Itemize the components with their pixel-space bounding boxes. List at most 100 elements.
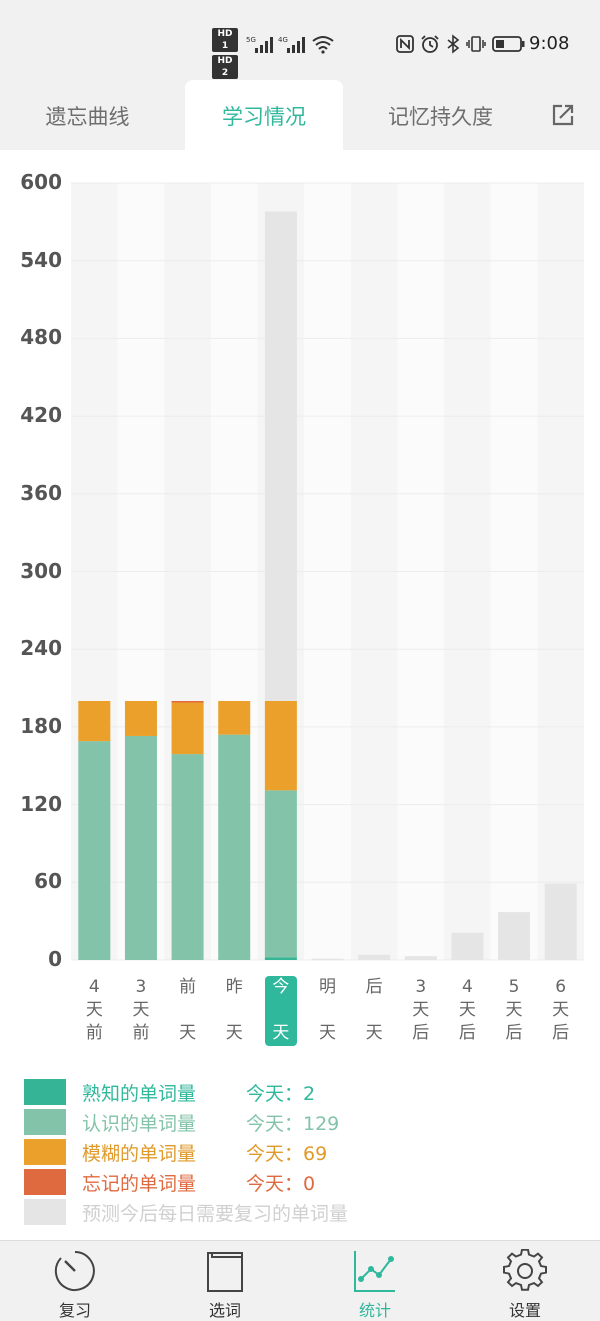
bar-segment[interactable] [124,701,157,736]
legend-value: 今天：129 [246,1112,340,1135]
bar-segment[interactable] [78,741,111,960]
hd1-label: HD 1 [212,28,238,52]
x-tick-text: 今 [272,977,290,997]
legend-swatch [24,1139,66,1165]
bar-segment[interactable] [358,954,391,960]
bar-segment[interactable] [544,883,577,960]
legend-label: 熟知的单词量 [82,1082,197,1105]
bluetooth-icon [447,34,460,54]
nav-label: 设置 [508,1301,541,1320]
x-tick-label[interactable]: 4 天前 [78,976,110,1046]
x-tick-text: 4 [461,977,473,997]
nav-review[interactable]: 复习 [0,1241,150,1321]
bar-segment[interactable] [264,790,297,958]
x-tick-text: 天 [458,1000,476,1020]
hd2-label: HD 2 [212,55,238,79]
legend-item-familiar: 熟知的单词量 今天：2 [24,1078,315,1106]
bar-segment[interactable] [171,701,204,703]
nav-select-words[interactable]: 选词 [150,1241,300,1321]
bar-segment[interactable] [124,735,157,960]
legend-swatch [24,1079,66,1105]
bar-segment[interactable] [264,211,297,702]
nav-label: 选词 [208,1301,241,1320]
legend-value: 今天：2 [246,1082,316,1105]
legend-item-known: 认识的单词量 今天：129 [24,1108,339,1136]
x-tick-text: 天 [225,1023,243,1043]
alarm-icon [421,35,439,53]
bar-segment[interactable] [498,912,531,960]
x-tick-label[interactable]: 4 天后 [451,976,483,1046]
legend-label: 认识的单词量 [82,1112,197,1135]
y-tick-label: 420 [20,403,62,428]
x-tick-text: 天 [552,1000,570,1020]
y-tick-label: 600 [20,170,62,194]
y-tick-label: 180 [20,713,62,738]
x-tick-text: 昨 [225,977,243,997]
bar-segment[interactable] [311,958,344,961]
tab-study-status[interactable]: 学习情况 [185,80,343,150]
x-tick-text: 后 [458,1023,476,1043]
legend-swatch [24,1199,66,1225]
legend-value: 今天：69 [246,1142,328,1165]
x-tick-label[interactable]: 昨天 [218,976,250,1046]
nav-statistics[interactable]: 统计 [300,1241,450,1321]
share-icon[interactable] [550,102,576,128]
nav-settings[interactable]: 设置 [450,1241,600,1321]
signal-4g-icon: 4G [278,34,306,58]
bar-segment[interactable] [218,701,251,735]
x-tick-label-today[interactable]: 今天 [264,976,297,1046]
y-tick-label: 120 [20,791,62,816]
bar-segment[interactable] [451,932,484,960]
x-tick-label[interactable]: 6 天后 [545,976,577,1046]
net2-label: 4G [278,36,288,44]
x-tick-label[interactable]: 后天 [358,976,390,1046]
x-tick-text [358,999,390,1022]
x-tick-text: 明 [319,977,336,997]
x-tick-text: 天 [272,1023,290,1043]
status-bar: HD 1 HD 2 5G 4G [0,0,600,80]
x-tick-text: 后 [365,977,383,997]
x-tick-text: 天 [412,1000,430,1020]
bar-segment[interactable] [264,701,297,791]
clock: 9:08 [529,33,570,54]
x-tick-text: 天 [365,1023,383,1043]
bar-segment[interactable] [78,701,111,742]
y-tick-label: 300 [20,558,62,583]
x-tick-label[interactable]: 3 天前 [125,976,157,1046]
legend-swatch [24,1169,66,1195]
x-tick-label[interactable]: 5 天后 [498,976,530,1046]
gear-icon [503,1249,547,1291]
x-tick-text: 后 [552,1023,570,1043]
x-tick-text: 6 [555,977,567,997]
bar-segment[interactable] [171,754,204,960]
legend-value: 今天：0 [246,1172,316,1195]
x-tick-text: 4 [88,977,100,997]
x-tick-text: 3 [135,977,147,997]
bar-segment[interactable] [264,957,297,960]
tab-forgetting-curve[interactable]: 遗忘曲线 [45,105,130,129]
bar-segment[interactable] [218,734,251,960]
vibrate-icon [466,36,486,52]
nav-label: 统计 [358,1301,391,1320]
x-tick-label[interactable]: 明天 [312,976,344,1046]
battery-icon [492,36,525,52]
legend-item-forgotten: 忘记的单词量 今天：0 [24,1168,315,1196]
signal-5g-icon: 5G [246,34,274,58]
hd-indicator: HD 1 HD 2 [212,28,242,79]
x-tick-text: 前 [179,977,197,997]
legend-item-fuzzy: 模糊的单词量 今天：69 [24,1138,327,1166]
status-icons [396,34,526,54]
legend-label: 忘记的单词量 [82,1172,197,1195]
y-tick-label: 480 [20,325,62,350]
x-tick-text: 天 [85,1000,103,1020]
tab-memory-retention[interactable]: 记忆持久度 [388,105,493,129]
y-tick-label: 360 [20,480,62,505]
x-tick-label[interactable]: 前天 [172,976,204,1046]
x-tick-text: 天 [132,1000,150,1020]
chart-canvas [71,182,584,961]
x-tick-label[interactable]: 3 天后 [405,976,437,1046]
x-tick-text [265,999,297,1022]
bar-segment[interactable] [171,702,204,755]
legend-item-forecast: 预测今后每日需要复习的单词量 [24,1198,348,1226]
bar-segment[interactable] [404,956,437,960]
